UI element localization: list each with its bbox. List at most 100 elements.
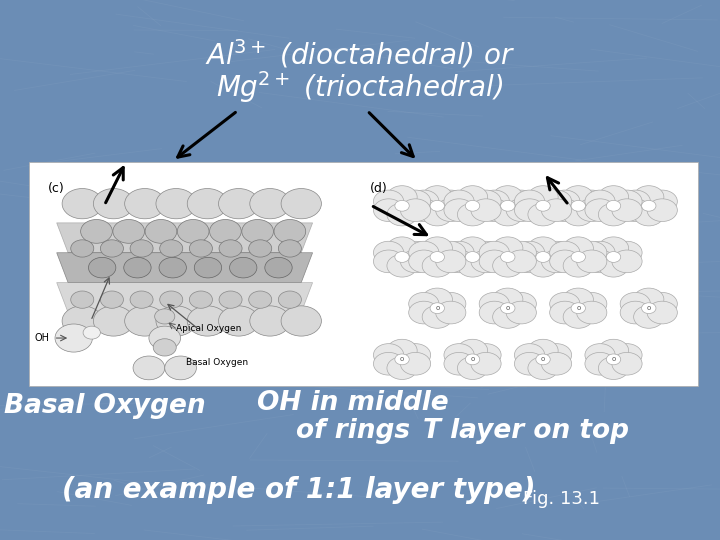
- Circle shape: [480, 293, 510, 315]
- Circle shape: [514, 190, 544, 213]
- Circle shape: [374, 343, 404, 366]
- Circle shape: [471, 199, 501, 221]
- Circle shape: [125, 188, 165, 219]
- Circle shape: [81, 220, 112, 243]
- Polygon shape: [600, 350, 627, 368]
- Circle shape: [492, 203, 523, 226]
- Polygon shape: [564, 197, 592, 214]
- Circle shape: [155, 309, 175, 324]
- Circle shape: [598, 237, 629, 260]
- Circle shape: [62, 188, 102, 219]
- Circle shape: [457, 203, 487, 226]
- Circle shape: [606, 252, 621, 262]
- Bar: [29, 162, 698, 386]
- Circle shape: [549, 190, 580, 213]
- Circle shape: [528, 237, 558, 260]
- Circle shape: [387, 357, 417, 380]
- Circle shape: [281, 188, 321, 219]
- Circle shape: [606, 354, 621, 365]
- Circle shape: [400, 353, 431, 375]
- Circle shape: [400, 241, 431, 264]
- Circle shape: [549, 250, 580, 273]
- Circle shape: [409, 301, 439, 324]
- Circle shape: [634, 186, 664, 208]
- Circle shape: [506, 293, 536, 315]
- Circle shape: [598, 186, 629, 208]
- Circle shape: [374, 190, 404, 213]
- Circle shape: [409, 190, 439, 213]
- Text: Basal Oxygen: Basal Oxygen: [186, 358, 248, 367]
- Circle shape: [536, 200, 550, 211]
- Circle shape: [642, 303, 656, 314]
- Circle shape: [606, 200, 621, 211]
- Circle shape: [563, 288, 593, 311]
- Circle shape: [281, 306, 321, 336]
- Circle shape: [634, 288, 664, 311]
- Polygon shape: [600, 248, 627, 266]
- Circle shape: [620, 293, 650, 315]
- Circle shape: [563, 237, 593, 260]
- Polygon shape: [57, 282, 312, 313]
- Circle shape: [160, 240, 183, 257]
- Circle shape: [422, 288, 452, 311]
- Circle shape: [83, 326, 100, 339]
- Circle shape: [549, 301, 580, 324]
- Circle shape: [156, 188, 197, 219]
- Text: OH: OH: [35, 333, 49, 343]
- Circle shape: [620, 301, 650, 324]
- Circle shape: [634, 203, 664, 226]
- Circle shape: [145, 220, 177, 243]
- Circle shape: [374, 353, 404, 375]
- Circle shape: [647, 301, 678, 324]
- Circle shape: [156, 306, 197, 336]
- Circle shape: [492, 254, 523, 277]
- Circle shape: [465, 354, 480, 365]
- Circle shape: [374, 250, 404, 273]
- Circle shape: [160, 291, 183, 308]
- Circle shape: [430, 200, 444, 211]
- Circle shape: [436, 250, 466, 273]
- Circle shape: [165, 356, 197, 380]
- Circle shape: [94, 306, 134, 336]
- Circle shape: [400, 190, 431, 213]
- Circle shape: [55, 324, 92, 352]
- Circle shape: [634, 306, 664, 328]
- Circle shape: [585, 250, 615, 273]
- Polygon shape: [389, 197, 415, 214]
- Circle shape: [274, 220, 306, 243]
- Circle shape: [409, 199, 439, 221]
- Text: o: o: [647, 305, 651, 311]
- Polygon shape: [424, 248, 451, 266]
- Circle shape: [177, 220, 209, 243]
- Circle shape: [598, 254, 629, 277]
- Circle shape: [250, 188, 290, 219]
- Circle shape: [219, 240, 242, 257]
- Circle shape: [577, 293, 607, 315]
- Circle shape: [541, 241, 572, 264]
- Circle shape: [563, 254, 593, 277]
- Circle shape: [457, 339, 487, 362]
- Polygon shape: [389, 350, 415, 368]
- Circle shape: [514, 250, 544, 273]
- Circle shape: [563, 306, 593, 328]
- Circle shape: [571, 303, 585, 314]
- Circle shape: [387, 186, 417, 208]
- Circle shape: [480, 241, 510, 264]
- Circle shape: [409, 250, 439, 273]
- Circle shape: [409, 241, 439, 264]
- Circle shape: [159, 258, 186, 278]
- Circle shape: [471, 353, 501, 375]
- Circle shape: [571, 200, 585, 211]
- Circle shape: [620, 199, 650, 221]
- Circle shape: [457, 254, 487, 277]
- Circle shape: [422, 186, 452, 208]
- Circle shape: [471, 250, 501, 273]
- Circle shape: [612, 190, 642, 213]
- Circle shape: [430, 303, 444, 314]
- Text: Apical Oxygen: Apical Oxygen: [176, 323, 241, 333]
- Circle shape: [585, 241, 615, 264]
- Circle shape: [422, 254, 452, 277]
- Circle shape: [480, 199, 510, 221]
- Circle shape: [457, 237, 487, 260]
- Polygon shape: [564, 299, 592, 317]
